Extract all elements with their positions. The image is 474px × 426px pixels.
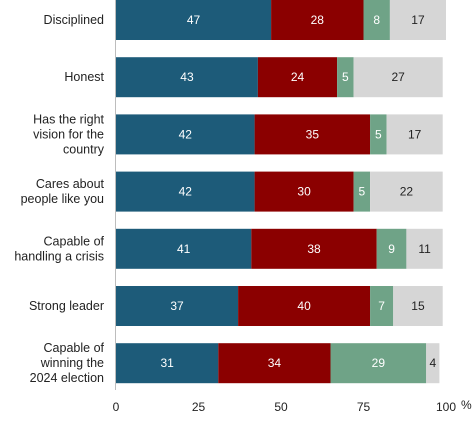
bar-segment [353,57,443,98]
bar-segment [370,286,394,326]
bar-segment [116,343,219,384]
data-label: 37 [170,299,184,313]
category-label: Disciplined [44,13,104,27]
category-label-line: handling a crisis [14,249,104,263]
bar-segment [254,114,371,155]
category-label-line: Honest [64,70,104,84]
data-label: 11 [418,242,431,256]
data-label: 40 [297,299,311,313]
category-label-line: Strong leader [29,299,104,313]
bar-segment [116,0,272,40]
data-label: 5 [375,127,382,141]
category-label-line: people like you [21,192,104,206]
bar-segment [426,343,440,384]
category-label: Capable of handling a crisis [14,234,104,263]
category-label: Honest [64,70,104,84]
data-label: 24 [291,70,305,84]
category-label-line: vision for the [33,127,104,141]
bar-segment [376,228,407,269]
data-label: 7 [378,299,385,313]
bar-segment [389,0,446,40]
bar-segment [116,171,255,212]
x-tick-label: 25 [192,400,206,414]
bar-segment [254,171,354,212]
x-axis: 0 25 50 75 100% [113,398,472,414]
data-label: 42 [179,127,193,141]
category-label: Has the right vision for the country [33,112,105,156]
bar-segment [363,0,390,40]
data-label: 42 [179,185,193,199]
data-label: 43 [180,70,194,84]
bar-segment [386,114,443,155]
bar-segment [116,114,255,155]
data-label: 5 [359,185,366,199]
data-label: 38 [307,242,321,256]
data-label: 8 [373,13,380,27]
x-unit-label: % [461,398,472,412]
data-label: 17 [411,13,425,27]
data-label: 29 [372,356,386,370]
bar-segment [218,343,331,384]
data-label: 9 [388,242,395,256]
x-tick-label: 0 [113,400,120,414]
x-tick-label: 100 [436,400,456,414]
category-label-line: winning the [40,356,104,370]
bar-segment [257,57,338,98]
data-label: 35 [306,127,320,141]
data-label: 15 [411,299,425,313]
category-label-line: Capable of [44,341,105,355]
data-label: 28 [311,13,325,27]
data-label: 41 [177,242,191,256]
bar-segment [337,57,354,98]
x-tick-label: 75 [357,400,371,414]
data-label: 31 [160,356,174,370]
bar-segment [251,228,377,269]
data-label: 27 [391,70,405,84]
bar-segment [116,286,239,326]
category-label: Cares about people like you [21,177,105,206]
bar-segment [370,171,443,212]
category-label-line: 2024 election [30,371,104,385]
bar-segment [116,57,258,98]
bar-segment [370,114,387,155]
data-label: 5 [342,70,349,84]
bar-segment [116,228,252,269]
bar-area: 47 28 8 17 43 24 5 27 42 35 5 17 42 30 5 22 41 38 9 11 37 40 7… [116,0,446,384]
category-label-line: country [63,142,105,156]
category-labels: Disciplined Honest Has the right vision for… [14,13,104,385]
data-label: 22 [400,185,414,199]
bar-segment [330,343,427,384]
category-label-line: Has the right [33,112,104,126]
bar-segment [393,286,443,326]
category-label-line: Cares about [36,177,105,191]
x-tick-label: 50 [274,400,288,414]
bar-segment [406,228,443,269]
data-label: 4 [429,356,436,370]
data-label: 34 [268,356,282,370]
category-label: Strong leader [29,299,104,313]
category-label-line: Capable of [44,234,105,248]
bar-segment [271,0,364,40]
bar-segment [238,286,371,326]
category-label: Capable of winning the 2024 election [30,341,105,385]
data-label: 47 [187,13,201,27]
data-label: 30 [297,185,311,199]
bar-segment [353,171,371,212]
data-label: 17 [408,127,422,141]
category-label-line: Disciplined [44,13,104,27]
